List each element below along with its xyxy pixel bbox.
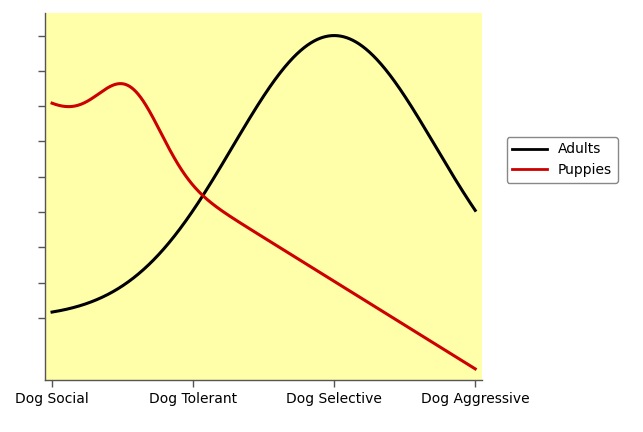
Legend: Adults, Puppies: Adults, Puppies (507, 137, 618, 183)
